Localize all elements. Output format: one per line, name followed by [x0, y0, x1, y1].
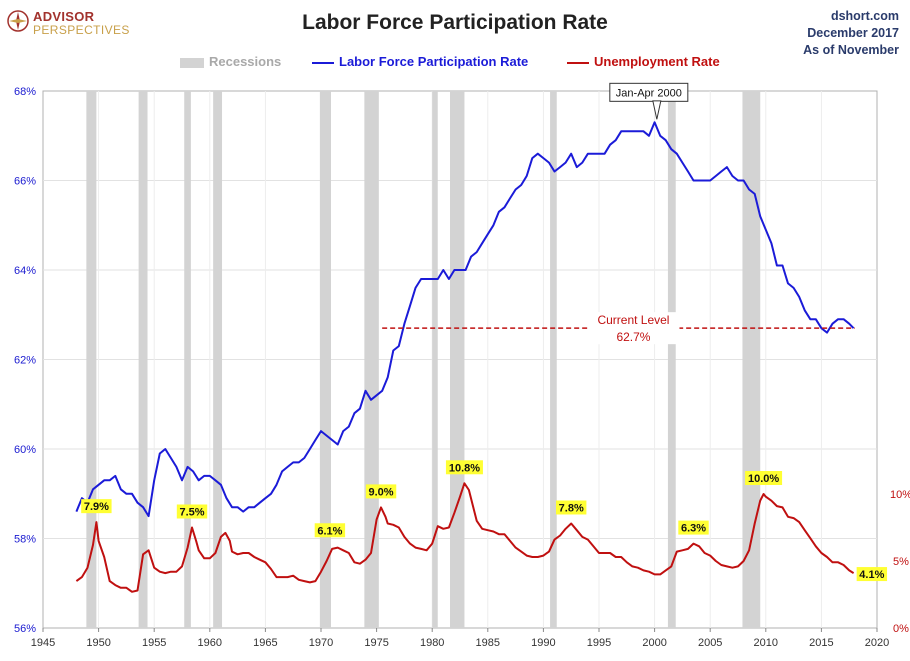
recession-band — [86, 91, 97, 628]
data-label: 4.1% — [859, 569, 884, 581]
recession-band — [138, 91, 148, 628]
participation-rate-line — [75, 121, 855, 518]
recession-band — [550, 91, 557, 628]
data-label-bg — [856, 567, 888, 582]
advisor-perspectives-logo: ADVISOR PERSPECTIVES — [7, 8, 142, 38]
x-axis-tick-label: 2020 — [865, 637, 889, 649]
x-axis-tick-label: 1965 — [253, 637, 277, 649]
chart-title: Labor Force Participation Rate — [302, 11, 608, 34]
x-axis-tick-label: 1990 — [531, 637, 555, 649]
data-label-bg — [445, 460, 483, 475]
legend-swatch-recessions — [180, 58, 204, 68]
x-axis-tick-label: 2015 — [809, 637, 833, 649]
peak-label-pointer — [652, 100, 662, 120]
data-label: 9.0% — [369, 486, 394, 498]
recession-band — [213, 91, 223, 628]
current-level-value: 62.7% — [616, 330, 650, 344]
left-axis-tick-label: 60% — [14, 444, 36, 456]
data-label-bg — [678, 520, 709, 535]
data-label: 10.8% — [449, 462, 480, 474]
data-label: 7.8% — [559, 502, 584, 514]
recession-band — [432, 91, 438, 628]
data-label-bg — [81, 499, 112, 514]
right-axis-tick-label: 0% — [893, 623, 909, 635]
left-axis-tick-label: 62% — [14, 355, 36, 367]
x-axis-tick-label: 1980 — [420, 637, 444, 649]
x-axis-tick-label: 1950 — [86, 637, 110, 649]
left-axis-tick-label: 66% — [14, 176, 36, 188]
x-axis-tick-label: 1945 — [31, 637, 55, 649]
data-label: 7.9% — [84, 501, 109, 513]
recession-band — [449, 91, 465, 628]
source-block: dshort.com December 2017 As of November — [803, 8, 899, 59]
legend-label-unemployment: Unemployment Rate — [594, 54, 720, 69]
left-axis-tick-label: 68% — [14, 86, 36, 98]
x-axis-tick-label: 1955 — [142, 637, 166, 649]
data-label: 6.3% — [681, 523, 706, 535]
data-label-bg — [365, 484, 397, 499]
left-axis-tick-label: 64% — [14, 265, 36, 277]
current-level-label-bg — [587, 312, 680, 345]
data-label-bg — [176, 504, 208, 519]
peak-label-box — [609, 82, 689, 102]
legend-label-participation: Labor Force Participation Rate — [339, 54, 529, 69]
data-label: 7.5% — [179, 507, 204, 519]
compass-icon — [7, 10, 29, 32]
legend-swatch-participation — [312, 62, 334, 64]
legend-swatch-unemployment — [567, 62, 589, 64]
recession-band — [184, 91, 191, 628]
left-axis-tick-label: 58% — [14, 534, 36, 546]
logo-text-perspectives: PERSPECTIVES — [33, 23, 130, 37]
recession-band — [319, 91, 332, 628]
x-axis-tick-label: 1995 — [587, 637, 611, 649]
peak-label: Jan-Apr 2000 — [616, 87, 682, 99]
current-level-label: Current Level — [597, 313, 669, 327]
chart-header: ADVISOR PERSPECTIVES Labor Force Partici… — [0, 0, 910, 84]
data-label: 10.0% — [748, 473, 779, 485]
data-label-bg — [314, 523, 346, 538]
source-asof: As of November — [803, 43, 899, 57]
logo-text-advisor: ADVISOR — [33, 9, 95, 24]
x-axis-tick-label: 2005 — [698, 637, 722, 649]
series-lines — [75, 121, 855, 593]
axes: 56% 58% 60% 62% 64% 66% 68% 0% 5% 10% 1945 1950 1955… — [14, 86, 910, 649]
data-labels: 7.9% 7.5% 6.1% 9.0% 10.8% 7.8% 6.3% 10.0% 4.1% — [81, 460, 888, 582]
legend-label-recessions: Recessions — [209, 54, 282, 69]
data-label: 6.1% — [317, 525, 342, 537]
unemployment-rate-line — [75, 482, 855, 593]
right-axis-tick-label: 5% — [893, 556, 909, 568]
x-axis-tick-label: 1975 — [364, 637, 388, 649]
recession-band — [667, 91, 676, 628]
data-label-bg — [745, 471, 783, 485]
x-axis-tick-label: 1985 — [476, 637, 500, 649]
x-axis-tick-label: 2010 — [754, 637, 778, 649]
annotations: Current Level 62.7% Jan-Apr 2000 — [382, 82, 855, 345]
x-axis-tick-label: 2000 — [642, 637, 666, 649]
left-axis-tick-label: 56% — [14, 623, 36, 635]
x-axis-tick-label: 1960 — [198, 637, 222, 649]
chart-legend: Recessions Labor Force Participation Rat… — [0, 53, 910, 73]
data-label-bg — [556, 500, 587, 515]
right-axis-tick-label: 10% — [890, 489, 910, 501]
source-date: December 2017 — [807, 26, 899, 40]
source-site: dshort.com — [830, 9, 899, 23]
recession-band — [742, 91, 761, 628]
x-axis-tick-label: 1970 — [309, 637, 333, 649]
